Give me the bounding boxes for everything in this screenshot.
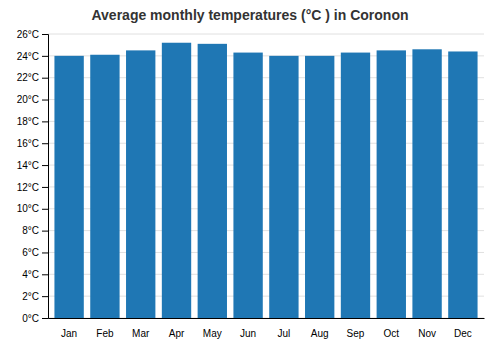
y-tick-label: 24°C [17, 51, 39, 62]
x-tick-label: Jul [277, 328, 290, 339]
y-tick-label: 16°C [17, 138, 39, 149]
x-tick: Dec [454, 328, 472, 339]
y-tick-mark [42, 318, 48, 319]
x-tick-label: Feb [96, 328, 114, 339]
x-tick: Jul [277, 328, 290, 339]
x-tick-label: Mar [132, 328, 150, 339]
y-tick-label: 0°C [22, 313, 39, 324]
x-tick: Mar [132, 328, 150, 339]
bar [162, 43, 191, 318]
bar [341, 53, 370, 318]
y-tick-mark [42, 209, 48, 210]
y-tick-label: 22°C [17, 72, 39, 83]
x-tick: Oct [384, 328, 400, 339]
x-tick: Apr [169, 328, 185, 339]
y-tick-label: 10°C [17, 203, 39, 214]
x-tick-label: May [203, 328, 222, 339]
y-tick: 26°C [17, 29, 48, 40]
x-tick-label: Jan [61, 328, 77, 339]
y-tick-mark [42, 100, 48, 101]
y-tick-mark [42, 252, 48, 253]
x-tick: May [203, 328, 222, 339]
y-tick-label: 12°C [17, 182, 39, 193]
y-tick-mark [42, 56, 48, 57]
y-tick-label: 8°C [22, 225, 39, 236]
bar [377, 50, 406, 318]
y-tick: 8°C [22, 225, 48, 236]
y-tick: 24°C [17, 51, 48, 62]
y-tick-label: 4°C [22, 269, 39, 280]
x-tick-label: Oct [384, 328, 400, 339]
x-tick-label: Jun [240, 328, 256, 339]
y-tick-label: 2°C [22, 291, 39, 302]
y-tick: 4°C [22, 269, 48, 280]
y-tick: 0°C [22, 313, 48, 324]
y-tick-label: 14°C [17, 160, 39, 171]
x-tick-label: Sep [347, 328, 365, 339]
y-tick: 18°C [17, 116, 48, 127]
y-tick-label: 20°C [17, 94, 39, 105]
y-tick: 6°C [22, 247, 48, 258]
y-tick: 10°C [17, 203, 48, 214]
plot: Jan Feb Mar Apr May Jun Jul Aug Sep Oct Nov Dec 0°C 2… [17, 29, 485, 339]
y-tick-mark [42, 78, 48, 79]
bar [54, 56, 83, 318]
x-tick: Sep [347, 328, 365, 339]
y-tick-mark [42, 187, 48, 188]
bar [233, 53, 262, 318]
x-tick: Feb [96, 328, 114, 339]
x-tick: Nov [418, 328, 436, 339]
x-axis-line [49, 318, 485, 319]
bar [198, 44, 227, 318]
bar [448, 51, 477, 318]
x-tick: Jan [61, 328, 77, 339]
bar [412, 49, 441, 318]
bar [269, 56, 298, 318]
grid [48, 34, 484, 318]
y-tick-label: 26°C [17, 29, 39, 40]
x-tick-label: Dec [454, 328, 472, 339]
y-tick-label: 18°C [17, 116, 39, 127]
y-tick: 22°C [17, 72, 48, 83]
y-tick-label: 6°C [22, 247, 39, 258]
y-tick: 16°C [17, 138, 48, 149]
y-tick-mark [42, 121, 48, 122]
y-axis: 0°C 2°C 4°C 6°C 8°C 10°C 12°C 14°C 16°C 18°C 20°C 2… [17, 29, 49, 324]
x-tick-label: Aug [311, 328, 329, 339]
y-tick: 20°C [17, 94, 48, 105]
y-tick-mark [42, 34, 48, 35]
y-tick-mark [42, 296, 48, 297]
x-tick: Jun [240, 328, 256, 339]
y-axis-line [42, 35, 49, 319]
bars [54, 43, 477, 318]
x-tick-label: Nov [418, 328, 436, 339]
y-tick: 14°C [17, 160, 48, 171]
y-tick-mark [42, 274, 48, 275]
title: Average monthly temperatures (°C ) in Co… [91, 7, 408, 23]
x-tick-label: Apr [169, 328, 185, 339]
bar [126, 50, 155, 318]
chart: Jan Feb Mar Apr May Jun Jul Aug Sep Oct Nov Dec 0°C 2… [0, 0, 500, 350]
y-tick: 12°C [17, 182, 48, 193]
x-axis: Jan Feb Mar Apr May Jun Jul Aug Sep Oct Nov Dec [49, 319, 485, 340]
grid-line [48, 34, 484, 35]
x-tick: Aug [311, 328, 329, 339]
y-tick-mark [42, 231, 48, 232]
y-tick: 2°C [22, 291, 48, 302]
bar [90, 55, 119, 318]
y-tick-mark [42, 143, 48, 144]
bar [305, 56, 334, 318]
y-tick-mark [42, 165, 48, 166]
